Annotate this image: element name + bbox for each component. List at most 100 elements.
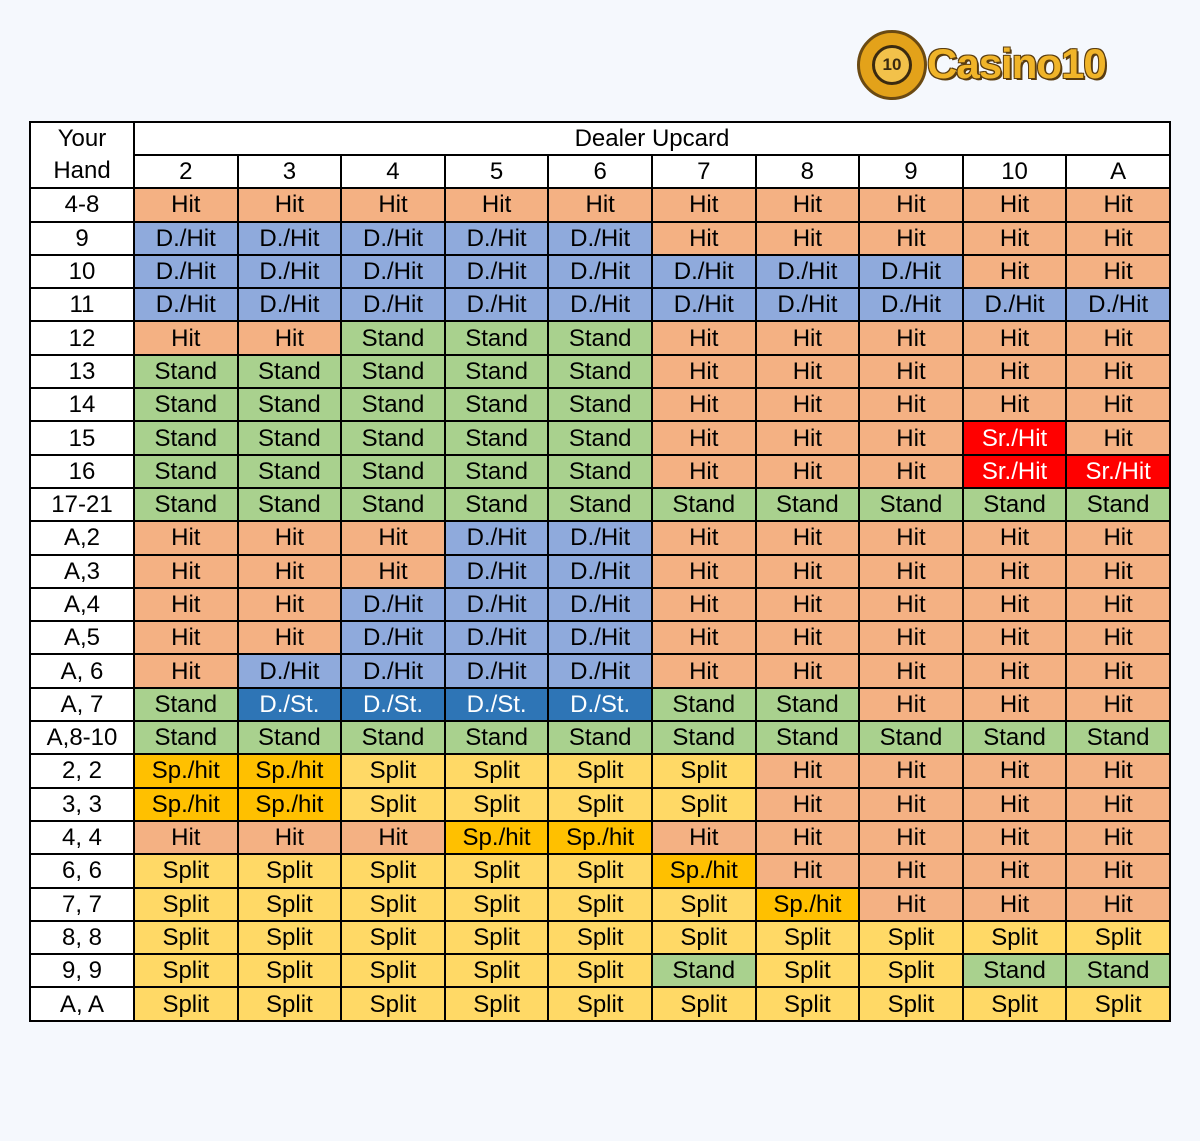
table-row: 7, 7 Split Split Split Split Split Split Sp./hi… [29, 886, 1171, 922]
strategy-cell: Hit [961, 653, 1068, 689]
strategy-cell: Hit [961, 220, 1068, 256]
strategy-cell: Hit [1065, 853, 1171, 889]
strategy-cell: Hit [961, 686, 1068, 723]
table-row: A, A Split Split Split Split Split Split Split S… [29, 986, 1171, 1022]
strategy-cell: Hit [754, 353, 861, 390]
table-row: 8, 8 Split Split Split Split Split Split Split S… [29, 919, 1171, 956]
strategy-cell: Split [547, 753, 653, 789]
strategy-cell: Hit [961, 853, 1068, 889]
strategy-cell: Split [650, 786, 757, 822]
strategy-cell: Sp./hit [547, 819, 653, 856]
upcard-4: 6 [547, 153, 653, 190]
strategy-cell: Stand [547, 387, 653, 423]
chip-label: 10 [872, 45, 912, 85]
strategy-cell: Sr./Hit [961, 420, 1068, 456]
your-hand-header-line1: Your [57, 125, 107, 153]
strategy-cell: Stand [650, 720, 757, 756]
strategy-cell: D./Hit [650, 253, 757, 290]
upcard-9: A [1065, 153, 1171, 190]
strategy-cell: Split [340, 786, 446, 822]
hand-label: 11 [29, 287, 135, 323]
strategy-cell: D./Hit [236, 220, 343, 256]
hand-label: 2, 2 [29, 753, 135, 789]
strategy-cell: D./Hit [340, 586, 446, 623]
strategy-body: 4-8 Hit Hit Hit Hit Hit Hit Hit Hit Hit Hit 9 D./Hit… [29, 187, 1171, 1022]
strategy-cell: Stand [754, 486, 861, 523]
strategy-cell: Split [133, 853, 239, 889]
strategy-cell: Hit [133, 653, 239, 689]
strategy-cell: Hit [1065, 819, 1171, 856]
strategy-cell: Stand [133, 486, 239, 523]
strategy-cell: D./Hit [340, 653, 446, 689]
hand-label: A,4 [29, 586, 135, 623]
table-row: 4-8 Hit Hit Hit Hit Hit Hit Hit Hit Hit Hit [29, 187, 1171, 223]
table-row: 9, 9 Split Split Split Split Split Stand Split S… [29, 953, 1171, 989]
strategy-cell: D./Hit [443, 586, 550, 623]
strategy-cell: Stand [443, 320, 550, 356]
hand-label: 12 [29, 320, 135, 356]
strategy-cell: Split [443, 853, 550, 889]
strategy-cell: Stand [754, 686, 861, 723]
strategy-cell: D./Hit [133, 287, 239, 323]
hand-label: 8, 8 [29, 919, 135, 956]
strategy-cell: D./St. [236, 686, 343, 723]
strategy-cell: Hit [340, 520, 446, 556]
strategy-cell: Hit [133, 187, 239, 223]
upcard-6: 8 [754, 153, 861, 190]
strategy-cell: Hit [858, 886, 964, 922]
strategy-cell: Hit [858, 819, 964, 856]
casino10-logo: 10 Casino10 [855, 26, 1107, 106]
strategy-cell: Hit [858, 187, 964, 223]
strategy-cell: Stand [236, 353, 343, 390]
hand-label: 4, 4 [29, 819, 135, 856]
table-row: 4, 4 Hit Hit Hit Sp./hit Sp./hit Hit Hit Hit Hit H… [29, 819, 1171, 856]
strategy-cell: Hit [858, 553, 964, 589]
table-row: A,4 Hit Hit D./Hit D./Hit D./Hit Hit Hit Hit Hit H… [29, 586, 1171, 623]
strategy-cell: D./Hit [443, 553, 550, 589]
strategy-cell: Hit [133, 620, 239, 656]
table-row: 3, 3 Sp./hit Sp./hit Split Split Split Split Hi… [29, 786, 1171, 822]
strategy-cell: Hit [236, 586, 343, 623]
strategy-cell: Split [650, 919, 757, 956]
strategy-cell: Hit [858, 320, 964, 356]
table-row: 12 Hit Hit Stand Stand Stand Hit Hit Hit Hit Hit [29, 320, 1171, 356]
strategy-cell: D./Hit [443, 620, 550, 656]
strategy-cell: Split [340, 953, 446, 989]
strategy-cell: Hit [1065, 253, 1171, 290]
hand-label: 15 [29, 420, 135, 456]
strategy-cell: Stand [547, 720, 653, 756]
strategy-cell: Stand [650, 953, 757, 989]
strategy-cell: Split [443, 986, 550, 1022]
strategy-cell: Hit [961, 520, 1068, 556]
strategy-cell: Stand [858, 486, 964, 523]
strategy-table: Your Hand Dealer Upcard 2 3 4 5 6 7 8 9 10 A 4-8 H… [29, 120, 1171, 1022]
strategy-cell: Stand [236, 486, 343, 523]
strategy-cell: Split [650, 886, 757, 922]
strategy-cell: Split [547, 919, 653, 956]
strategy-cell: Hit [961, 320, 1068, 356]
strategy-cell: Hit [236, 819, 343, 856]
upcard-7: 9 [858, 153, 964, 190]
strategy-cell: Split [858, 986, 964, 1022]
strategy-cell: D./Hit [858, 253, 964, 290]
strategy-cell: Hit [1065, 686, 1171, 723]
table-row: A,5 Hit Hit D./Hit D./Hit D./Hit Hit Hit Hit Hit H… [29, 620, 1171, 656]
strategy-cell: Hit [754, 187, 861, 223]
strategy-cell: D./Hit [133, 220, 239, 256]
strategy-cell: Split [443, 786, 550, 822]
strategy-cell: Hit [858, 686, 964, 723]
strategy-cell: Split [340, 853, 446, 889]
strategy-cell: Split [443, 753, 550, 789]
strategy-cell: Hit [650, 420, 757, 456]
strategy-cell: D./Hit [236, 653, 343, 689]
strategy-cell: Hit [340, 819, 446, 856]
strategy-cell: Hit [858, 353, 964, 390]
strategy-cell: Split [1065, 919, 1171, 956]
strategy-cell: Hit [754, 387, 861, 423]
chip-icon: 10 [857, 30, 927, 100]
strategy-cell: Stand [133, 453, 239, 489]
strategy-cell: Split [547, 786, 653, 822]
strategy-cell: Stand [754, 720, 861, 756]
strategy-cell: Hit [754, 653, 861, 689]
strategy-cell: Stand [547, 486, 653, 523]
